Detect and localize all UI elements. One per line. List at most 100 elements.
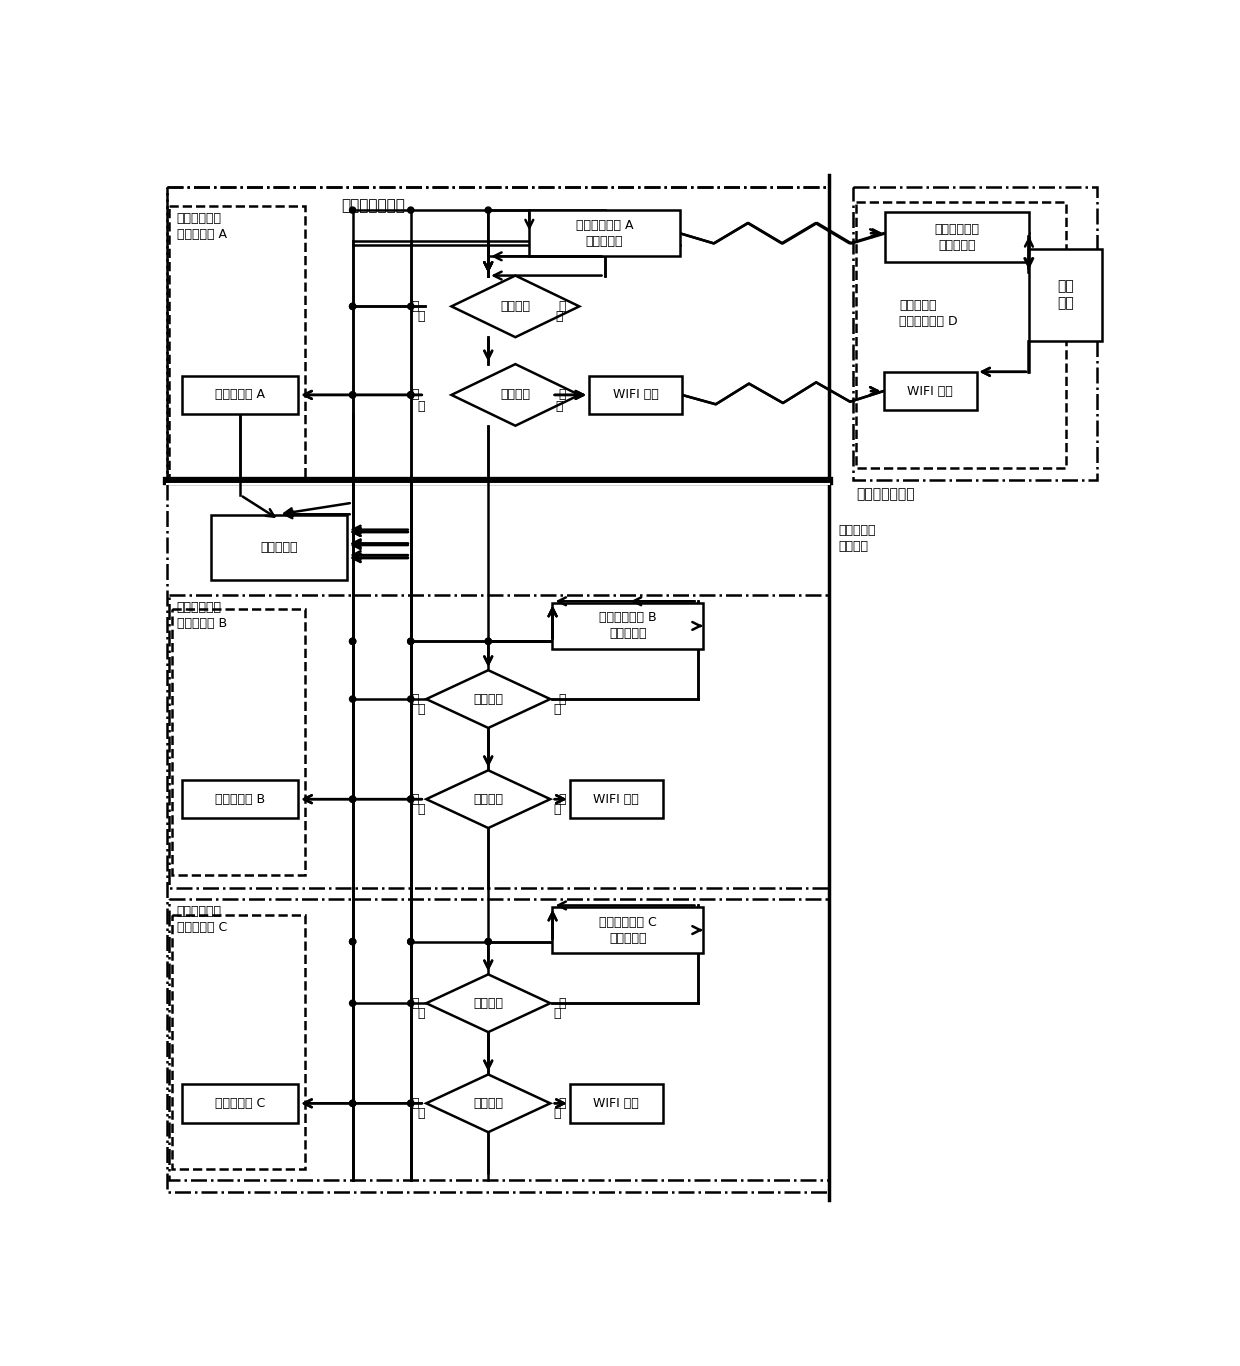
Circle shape bbox=[408, 638, 414, 645]
Circle shape bbox=[408, 1000, 414, 1007]
Bar bbox=[169, 899, 830, 1180]
Text: 是: 是 bbox=[410, 693, 419, 706]
Text: 信号开关: 信号开关 bbox=[501, 388, 531, 402]
Circle shape bbox=[408, 697, 414, 702]
Text: 无线充电模块 B
（接收端）: 无线充电模块 B （接收端） bbox=[599, 612, 656, 641]
Text: 无线充电模块
（发射端）: 无线充电模块 （发射端） bbox=[935, 223, 980, 251]
Polygon shape bbox=[427, 671, 551, 728]
Text: 无线充电模块 C
（接收端）: 无线充电模块 C （接收端） bbox=[599, 915, 657, 944]
Bar bbox=[552, 602, 703, 649]
Bar bbox=[182, 780, 299, 818]
Circle shape bbox=[408, 392, 414, 398]
Circle shape bbox=[485, 938, 491, 945]
Circle shape bbox=[350, 208, 356, 213]
Circle shape bbox=[408, 392, 414, 398]
Text: 否: 否 bbox=[410, 388, 419, 402]
Text: 无线充电模块 A
（接收端）: 无线充电模块 A （接收端） bbox=[575, 219, 634, 247]
Circle shape bbox=[350, 303, 356, 310]
Text: 是: 是 bbox=[417, 1108, 424, 1120]
Text: 无线充电和无
线监控模块 C: 无线充电和无 线监控模块 C bbox=[176, 906, 227, 934]
Bar bbox=[853, 187, 1096, 479]
Text: 是: 是 bbox=[410, 997, 419, 1009]
Text: 电源开关: 电源开关 bbox=[474, 997, 503, 1009]
Polygon shape bbox=[451, 276, 579, 337]
Text: 水下（网箱
支架上）: 水下（网箱 支架上） bbox=[838, 525, 875, 553]
Circle shape bbox=[408, 938, 414, 945]
Text: 否: 否 bbox=[558, 1097, 565, 1109]
Circle shape bbox=[485, 638, 491, 645]
Bar bbox=[569, 780, 662, 818]
Polygon shape bbox=[427, 770, 551, 828]
Text: 电源开关: 电源开关 bbox=[474, 693, 503, 706]
Bar bbox=[182, 376, 299, 414]
Circle shape bbox=[350, 697, 356, 702]
Circle shape bbox=[408, 1100, 414, 1106]
Text: 否: 否 bbox=[558, 693, 565, 706]
Circle shape bbox=[408, 796, 414, 802]
Text: 是: 是 bbox=[558, 301, 565, 313]
Text: 否: 否 bbox=[553, 703, 560, 716]
Circle shape bbox=[408, 1100, 414, 1106]
Text: 是: 是 bbox=[410, 1097, 419, 1109]
Bar bbox=[529, 210, 680, 257]
Text: 否: 否 bbox=[417, 399, 424, 413]
Circle shape bbox=[350, 796, 356, 802]
Text: 网箱（平台上）: 网箱（平台上） bbox=[341, 198, 405, 213]
Text: 监控
中心: 监控 中心 bbox=[1058, 279, 1074, 310]
Text: 无线充电和无
线监控模块 B: 无线充电和无 线监控模块 B bbox=[176, 601, 227, 630]
Text: 水下摄像机 B: 水下摄像机 B bbox=[216, 792, 265, 806]
Text: 岸基（平台上）: 岸基（平台上） bbox=[857, 488, 915, 501]
Circle shape bbox=[350, 638, 356, 645]
Circle shape bbox=[350, 1000, 356, 1007]
Circle shape bbox=[408, 208, 414, 213]
Text: 否: 否 bbox=[553, 1007, 560, 1020]
Circle shape bbox=[350, 938, 356, 945]
Text: 是: 是 bbox=[417, 803, 424, 816]
Circle shape bbox=[350, 938, 356, 945]
Circle shape bbox=[350, 392, 356, 398]
Text: 否: 否 bbox=[410, 301, 419, 313]
Text: 否: 否 bbox=[417, 310, 424, 324]
Text: 信号开关: 信号开关 bbox=[474, 792, 503, 806]
Text: 水下摄像机 A: 水下摄像机 A bbox=[216, 388, 265, 402]
Circle shape bbox=[350, 392, 356, 398]
Bar bbox=[552, 907, 703, 953]
Text: 无线充电和无
线监控模块 A: 无线充电和无 线监控模块 A bbox=[176, 212, 227, 240]
Text: WIFI 网桥: WIFI 网桥 bbox=[613, 388, 658, 402]
Circle shape bbox=[350, 303, 356, 310]
Text: WIFI 网桥: WIFI 网桥 bbox=[593, 792, 639, 806]
Bar bbox=[211, 515, 347, 581]
Bar bbox=[166, 187, 830, 484]
Text: 水下摄像机 C: 水下摄像机 C bbox=[215, 1097, 265, 1109]
Bar bbox=[883, 372, 977, 410]
Text: 是: 是 bbox=[556, 310, 563, 324]
Text: WIFI 网桥: WIFI 网桥 bbox=[593, 1097, 639, 1109]
Text: 是: 是 bbox=[556, 399, 563, 413]
Circle shape bbox=[350, 638, 356, 645]
Bar bbox=[857, 202, 1065, 469]
Text: 信号开关: 信号开关 bbox=[474, 1097, 503, 1109]
Circle shape bbox=[408, 303, 414, 310]
Polygon shape bbox=[451, 365, 579, 426]
Polygon shape bbox=[427, 974, 551, 1033]
Text: 是: 是 bbox=[417, 1007, 424, 1020]
Circle shape bbox=[485, 638, 491, 645]
Circle shape bbox=[485, 208, 491, 213]
Circle shape bbox=[350, 796, 356, 802]
Bar bbox=[166, 187, 830, 1193]
Bar bbox=[169, 596, 830, 888]
Text: 是: 是 bbox=[417, 703, 424, 716]
Bar bbox=[169, 206, 305, 479]
Bar bbox=[589, 376, 682, 414]
Bar bbox=[885, 212, 1029, 262]
Text: WIFI 网桥: WIFI 网桥 bbox=[908, 385, 952, 398]
Bar bbox=[1029, 249, 1102, 342]
Circle shape bbox=[408, 938, 414, 945]
Text: 否: 否 bbox=[558, 997, 565, 1009]
Text: 否: 否 bbox=[553, 803, 560, 816]
Text: 是: 是 bbox=[410, 792, 419, 806]
Circle shape bbox=[408, 796, 414, 802]
Circle shape bbox=[408, 392, 414, 398]
Bar bbox=[569, 1085, 662, 1123]
Text: 电源开关: 电源开关 bbox=[501, 301, 531, 313]
